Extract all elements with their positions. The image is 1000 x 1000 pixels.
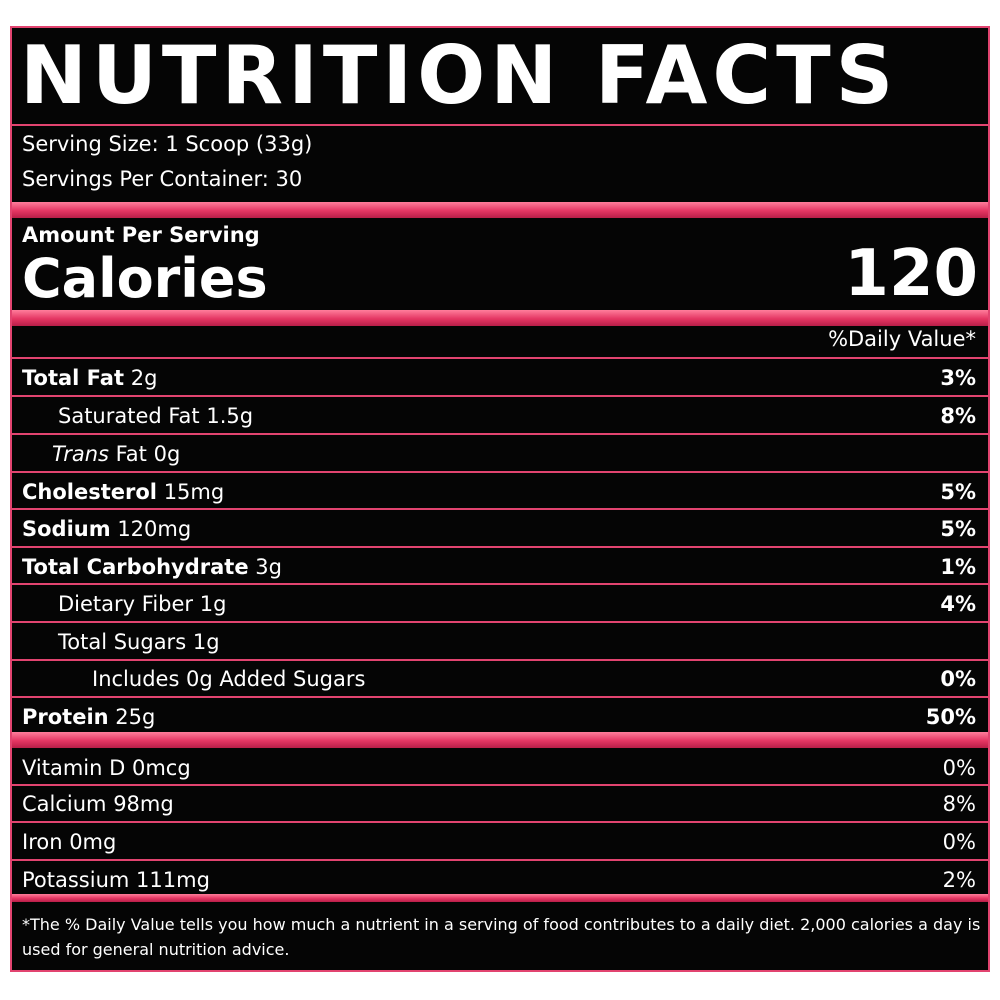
amount-per-serving: Amount Per Serving [22, 223, 260, 247]
vitamin-dv: 8% [942, 792, 976, 816]
nutrient-amount: 3g [255, 555, 282, 579]
nutrient-name: Includes 0g Added Sugars [92, 667, 366, 691]
nutrient-dv: 1% [940, 555, 976, 579]
nutrient-dv: 0% [940, 667, 976, 691]
calories-label: Calories [22, 247, 268, 310]
nutrient-name: Total Fat [22, 366, 125, 390]
vitamin-row: Potassium 111mg [22, 868, 210, 892]
divider [12, 433, 988, 435]
nutrient-total-carbohydrate: Total Carbohydrate 3g [22, 553, 282, 581]
nutrient-name: Dietary Fiber [58, 592, 194, 616]
nutrient-amount: 1.5g [206, 404, 254, 428]
nutrient-dv: 3% [940, 366, 976, 390]
divider [12, 696, 988, 698]
nutrient-dv: 4% [940, 592, 976, 616]
nutrient-name: Cholesterol [22, 480, 157, 504]
nutrient-amount: 0g [153, 442, 181, 466]
nutrient-trans-fat: Trans Fat 0g [52, 440, 180, 468]
nutrient-name: Total Sugars [58, 630, 187, 654]
footnote: *The % Daily Value tells you how much a … [22, 915, 981, 959]
divider [12, 659, 988, 661]
nutrient-protein: Protein 25g [22, 703, 155, 731]
vitamin-row: Iron 0mg [22, 830, 117, 854]
vitamin-row: Vitamin D 0mcg [22, 756, 191, 780]
thick-divider [12, 202, 988, 218]
nutrient-name: Total Carbohydrate [22, 555, 249, 579]
nutrient-name: Saturated Fat [58, 404, 200, 428]
divider [12, 508, 988, 510]
nutrient-amount: 1g [192, 630, 220, 654]
servings-per-container: Servings Per Container: 30 [22, 167, 303, 191]
nutrient-amount: 15mg [163, 480, 225, 504]
nutrient-dv: 50% [925, 705, 976, 729]
nutrient-saturated-fat: Saturated Fat 1.5g [58, 402, 253, 430]
nutrient-added-sugars: Includes 0g Added Sugars [92, 665, 365, 693]
nutrient-dv: 5% [940, 517, 976, 541]
nutrient-dietary-fiber: Dietary Fiber 1g [58, 590, 226, 618]
nutrient-cholesterol: Cholesterol 15mg [22, 478, 224, 506]
nutrient-name: Fat [115, 442, 147, 466]
nutrient-sodium: Sodium 120mg [22, 515, 191, 543]
divider [12, 859, 988, 861]
divider [12, 784, 988, 786]
nutrient-amount: 25g [115, 705, 156, 729]
vitamin-dv: 2% [942, 868, 976, 892]
divider [12, 357, 988, 359]
vitamin-row: Calcium 98mg [22, 792, 174, 816]
thick-divider [12, 894, 988, 902]
nutrient-name: Sodium [22, 517, 111, 541]
divider [12, 546, 988, 548]
label-title: NUTRITION FACTS [20, 29, 899, 122]
divider [12, 124, 988, 126]
nutrient-dv: 5% [940, 480, 976, 504]
nutrient-dv: 8% [940, 404, 976, 428]
nutrient-amount: 120mg [117, 517, 192, 541]
nutrient-name: Protein [22, 705, 109, 729]
serving-size: Serving Size: 1 Scoop (33g) [22, 132, 313, 156]
divider [12, 621, 988, 623]
divider [12, 471, 988, 473]
vitamin-dv: 0% [942, 756, 976, 780]
nutrient-amount: 1g [199, 592, 227, 616]
divider [12, 821, 988, 823]
thick-divider [12, 732, 988, 748]
nutrient-total-fat: Total Fat 2g [22, 364, 157, 392]
nutrient-amount: 2g [130, 366, 158, 390]
daily-value-header: %Daily Value* [828, 327, 976, 351]
vitamin-dv: 0% [942, 830, 976, 854]
divider [12, 395, 988, 397]
nutrient-name-italic: Trans [52, 442, 109, 466]
calories-value: 120 [844, 237, 978, 311]
nutrient-total-sugars: Total Sugars 1g [58, 628, 220, 656]
divider [12, 583, 988, 585]
thick-divider [12, 310, 988, 326]
nutrition-facts-label: NUTRITION FACTS Serving Size: 1 Scoop (3… [10, 26, 990, 972]
